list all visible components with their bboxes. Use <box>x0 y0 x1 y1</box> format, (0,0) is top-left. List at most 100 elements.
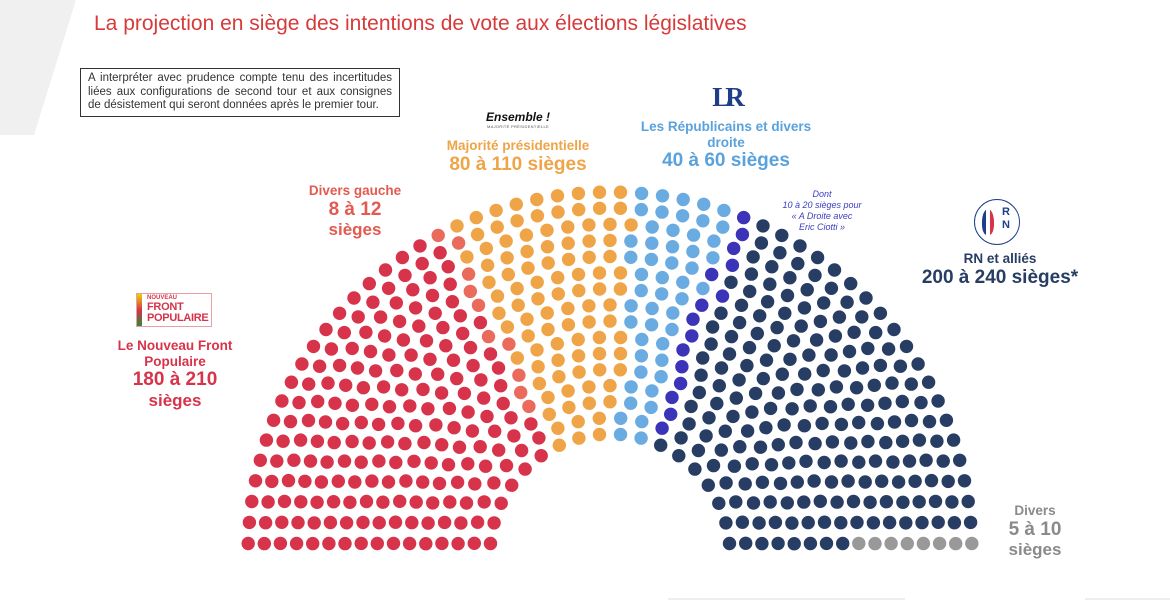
label-majorite: Majorité présidentielle 80 à 110 sièges <box>418 138 618 175</box>
label-nfp-name-2: Populaire <box>144 353 206 369</box>
seat-group-5 <box>827 263 842 277</box>
seat-group-3 <box>624 380 638 394</box>
seat-group-5 <box>714 443 728 457</box>
seat-group-2 <box>582 396 596 410</box>
seat-group-5 <box>771 438 785 452</box>
seat-group-0 <box>443 495 457 509</box>
seat-group-5 <box>672 449 686 463</box>
seat-group-2 <box>613 282 628 296</box>
seat-group-2 <box>551 353 565 367</box>
seat-group-0 <box>365 397 379 411</box>
seat-group-5 <box>847 325 861 339</box>
seat-group-5 <box>830 495 844 509</box>
seat-group-5 <box>868 454 883 468</box>
seat-group-4 <box>676 343 690 357</box>
seat-group-5 <box>841 397 855 411</box>
seat-group-0 <box>478 459 493 473</box>
seat-group-0 <box>339 378 353 392</box>
seat-group-0 <box>425 288 440 303</box>
seat-group-3 <box>644 400 658 415</box>
seat-group-0 <box>450 371 464 386</box>
seat-group-6 <box>852 536 866 551</box>
seat-group-0 <box>388 515 403 529</box>
seat-group-0 <box>345 341 359 356</box>
seat-group-0 <box>419 537 433 551</box>
seat-group-0 <box>441 458 456 472</box>
seat-group-0 <box>443 277 457 291</box>
seat-group-6 <box>949 536 963 551</box>
seat-group-5 <box>961 494 975 509</box>
seat-group-5 <box>809 333 824 347</box>
seat-group-3 <box>666 306 680 320</box>
seat-group-5 <box>740 358 754 373</box>
seat-group-0 <box>395 250 410 265</box>
seat-group-5 <box>922 414 937 429</box>
seat-group-5 <box>895 394 909 409</box>
seat-group-5 <box>924 473 939 488</box>
seat-group-0 <box>335 416 350 431</box>
seat-group-0 <box>320 455 334 469</box>
seat-group-2 <box>531 292 545 306</box>
seat-group-0 <box>377 329 392 343</box>
seat-group-0 <box>287 453 301 467</box>
seat-group-5 <box>714 361 729 375</box>
seat-group-5 <box>750 326 764 341</box>
seat-group-2 <box>613 330 628 345</box>
seat-group-5 <box>688 462 702 476</box>
seat-group-2 <box>582 299 596 313</box>
label-nfp: Le Nouveau Front Populaire 180 à 210 siè… <box>100 338 250 410</box>
seat-group-2 <box>572 431 586 445</box>
seat-group-2 <box>531 360 545 374</box>
seat-group-0 <box>382 348 396 362</box>
rn-logo: RN <box>974 199 1020 245</box>
seat-group-2 <box>592 346 607 361</box>
seat-group-4 <box>725 258 740 272</box>
seat-group-2 <box>532 376 547 391</box>
seat-group-0 <box>301 413 316 428</box>
seat-group-5 <box>771 536 785 551</box>
seat-group-6 <box>932 536 947 551</box>
seat-group-5 <box>803 536 818 551</box>
seat-group-5 <box>802 348 816 362</box>
seat-group-0 <box>354 415 368 430</box>
seat-group-1 <box>451 236 466 250</box>
label-dvg-count-1: 8 à 12 <box>328 198 382 220</box>
seat-group-0 <box>339 516 354 530</box>
seat-group-3 <box>655 205 669 219</box>
seat-group-1 <box>461 267 476 281</box>
seat-group-0 <box>242 515 257 530</box>
seat-group-0 <box>423 271 437 285</box>
seat-group-0 <box>473 440 487 454</box>
seat-group-2 <box>521 261 535 275</box>
seat-group-2 <box>530 209 545 223</box>
label-divers-count-2: sièges <box>1008 540 1062 560</box>
seat-group-2 <box>520 244 534 259</box>
seat-group-5 <box>813 314 828 329</box>
seat-group-2 <box>551 287 565 301</box>
seat-group-6 <box>916 536 931 551</box>
seat-group-2 <box>541 390 555 405</box>
ciotti-note-line-4: Eric Ciotti » <box>798 222 845 232</box>
label-rn: RN et alliés 200 à 240 sièges* <box>905 251 1095 288</box>
seat-group-5 <box>819 536 834 551</box>
seat-group-4 <box>727 241 741 256</box>
seat-group-2 <box>613 201 628 215</box>
seat-group-0 <box>373 310 388 324</box>
seat-group-5 <box>684 399 698 414</box>
seat-group-5 <box>931 515 945 529</box>
seat-group-5 <box>745 457 759 471</box>
seat-group-0 <box>258 516 273 530</box>
seat-group-2 <box>550 337 564 351</box>
seat-group-0 <box>275 394 289 408</box>
seat-group-0 <box>406 283 420 297</box>
seat-group-2 <box>510 351 524 365</box>
seat-group-3 <box>665 322 679 337</box>
seat-group-5 <box>714 306 728 320</box>
label-divers-count-1: 5 à 10 <box>1008 518 1062 540</box>
seat-group-3 <box>644 318 659 332</box>
seat-group-5 <box>734 298 749 312</box>
seat-group-5 <box>860 398 875 412</box>
seat-group-4 <box>705 267 719 282</box>
seat-group-5 <box>921 375 936 389</box>
